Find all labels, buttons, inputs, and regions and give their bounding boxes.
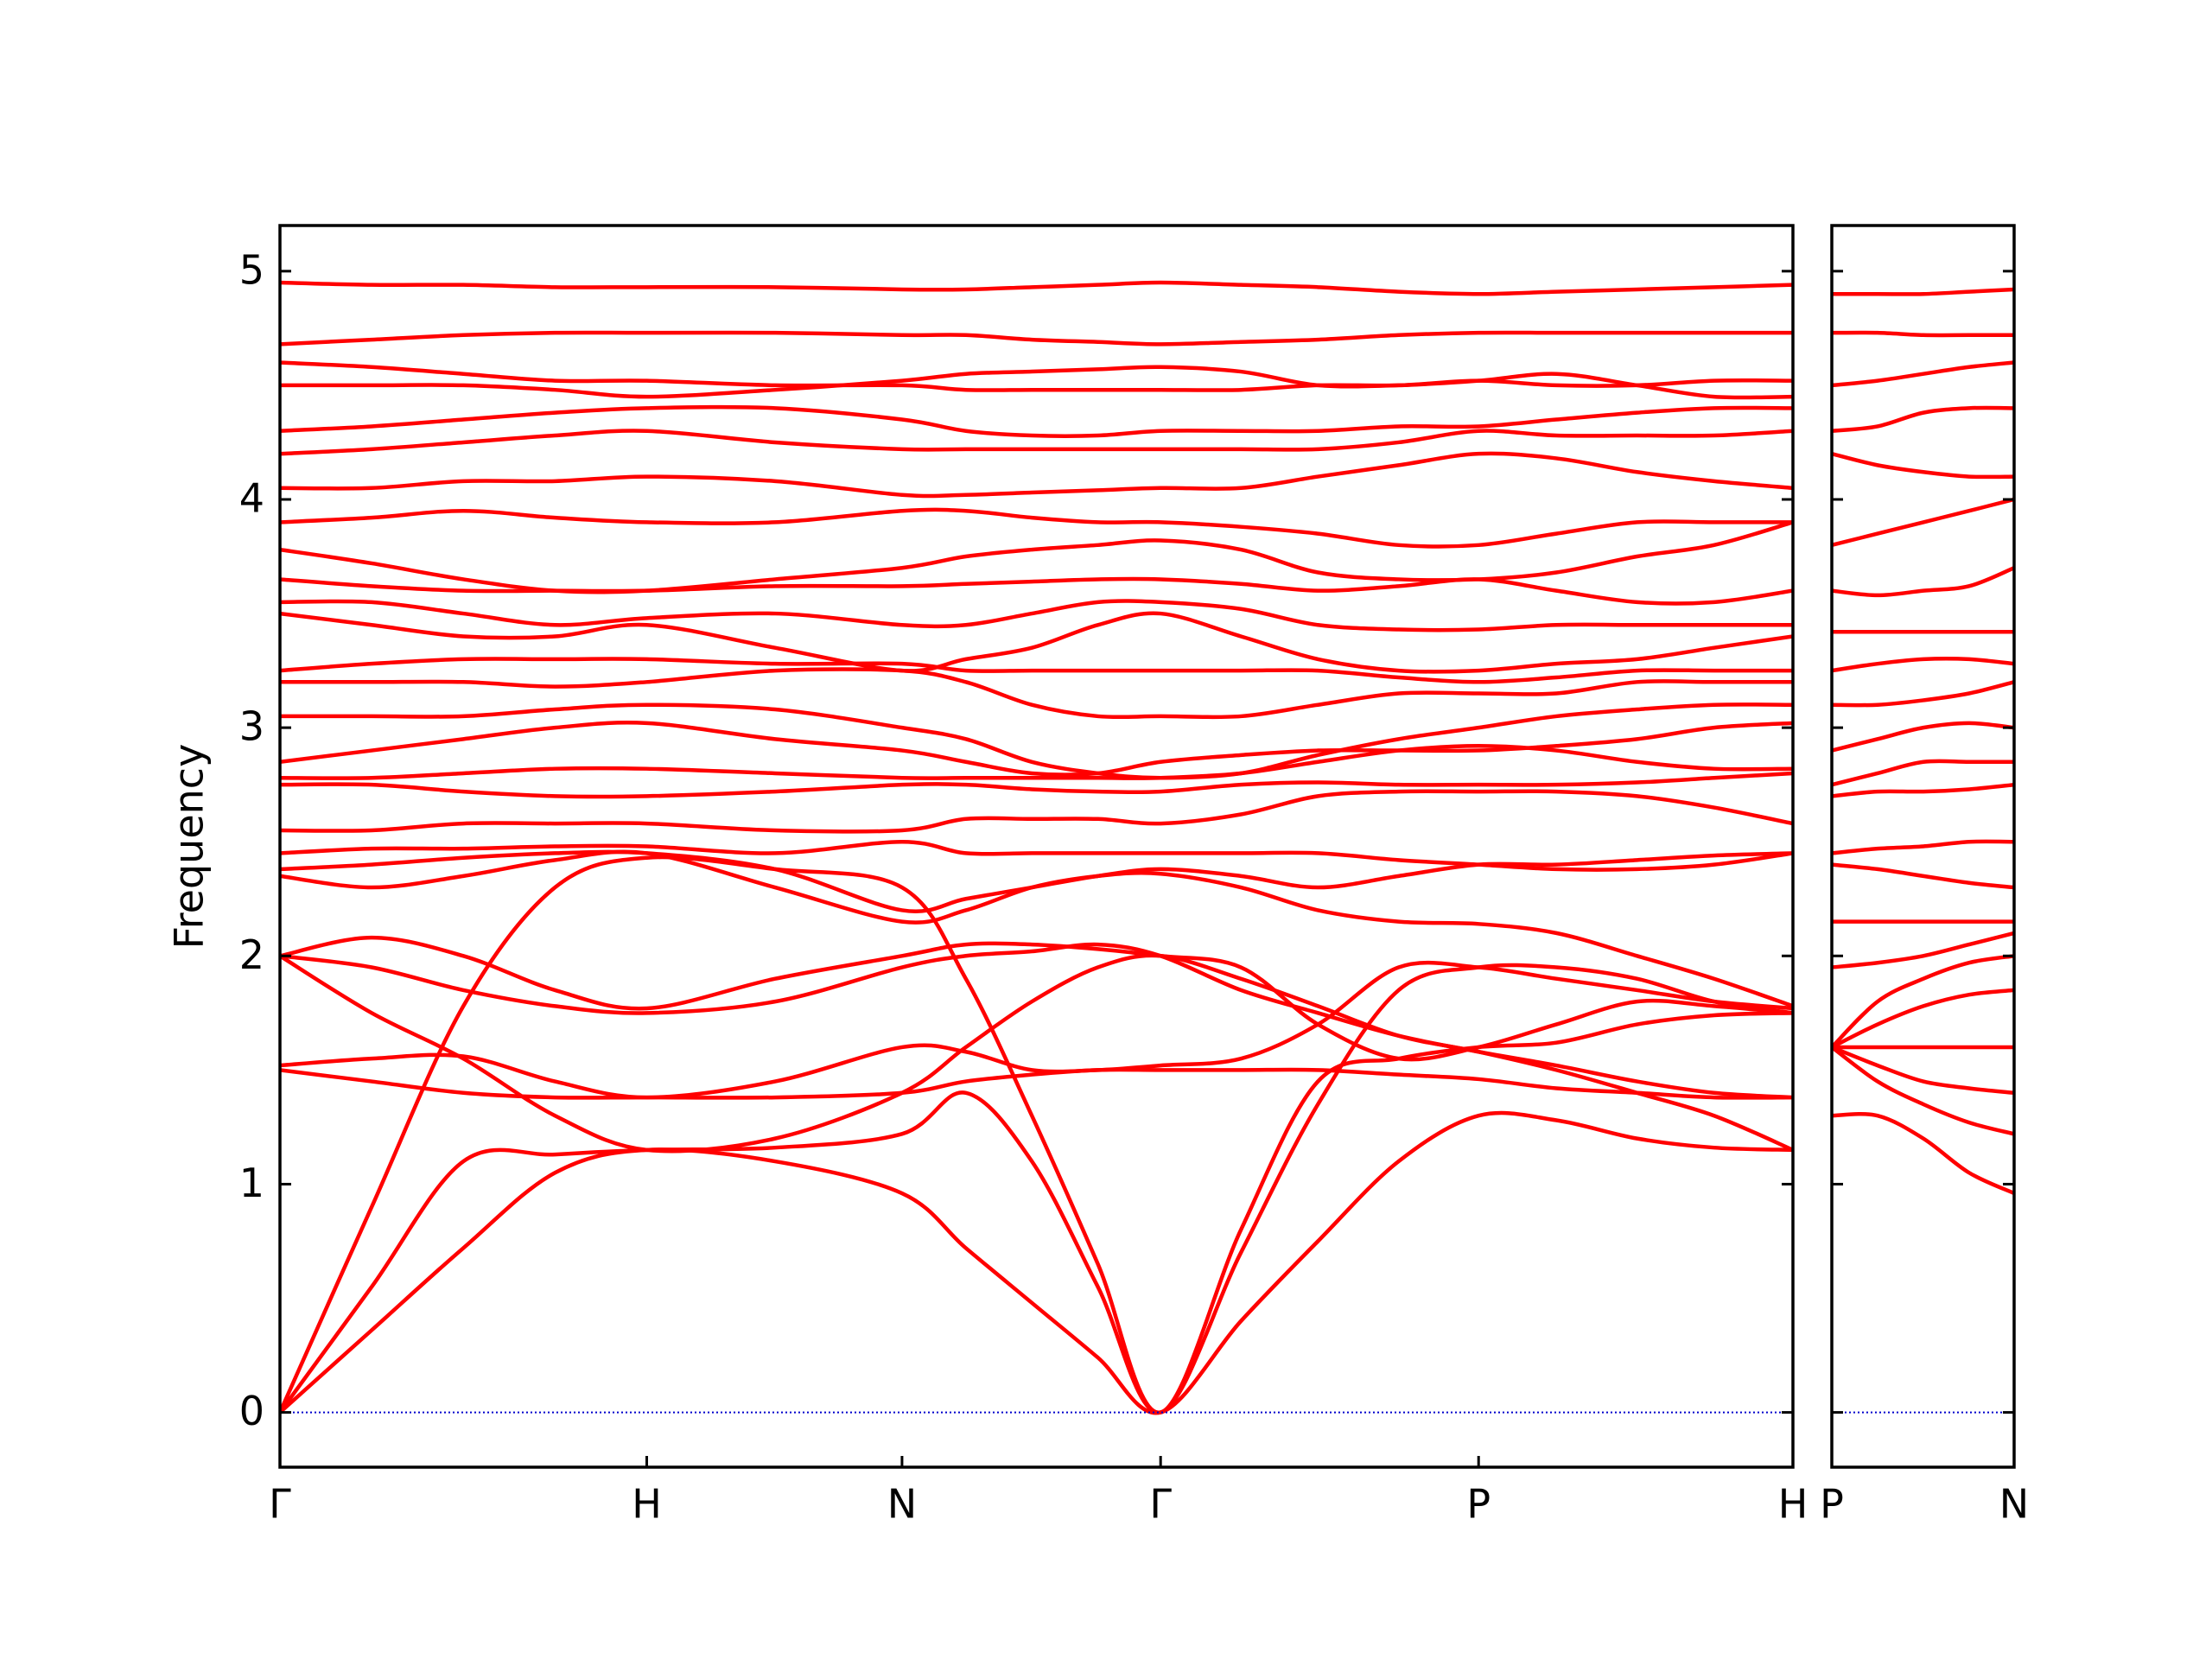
band-line	[280, 935, 1793, 1062]
band-line	[280, 404, 1793, 438]
band-line	[280, 744, 1793, 780]
band-line	[1832, 680, 2014, 708]
band-line	[1832, 497, 2014, 547]
band-line	[280, 839, 1793, 872]
band-line	[280, 429, 1793, 456]
band-line	[280, 599, 1793, 632]
band-line	[1832, 759, 2014, 787]
band-line	[280, 507, 1793, 549]
x-tick-label: H	[632, 1481, 662, 1528]
band-line	[280, 365, 1793, 400]
band-line	[280, 451, 1793, 499]
x-tick-label: N	[1999, 1481, 2029, 1528]
band-line	[1832, 360, 2014, 388]
band-line	[1832, 1046, 2014, 1136]
band-line	[1832, 988, 2014, 1049]
band-line	[280, 942, 1793, 1100]
y-tick-label: 0	[239, 1388, 264, 1434]
band-line	[1832, 1112, 2014, 1196]
y-tick-label: 2	[239, 931, 264, 978]
band-line	[280, 721, 1793, 777]
band-line	[1832, 1045, 2014, 1096]
band-line	[280, 771, 1793, 799]
x-tick-label: Γ	[269, 1481, 291, 1528]
x-tick-label: P	[1466, 1481, 1491, 1528]
y-tick-label: 1	[239, 1160, 264, 1206]
band-line	[1832, 954, 2014, 1049]
band-line	[280, 360, 1793, 392]
band-line	[280, 963, 1793, 1414]
band-line	[1832, 566, 2014, 598]
band-line	[280, 855, 1793, 1414]
band-line	[1832, 287, 2014, 296]
band-line	[280, 849, 1793, 913]
x-tick-label: P	[1820, 1481, 1844, 1528]
band-line	[280, 330, 1793, 346]
x-tick-label: Γ	[1149, 1481, 1172, 1528]
band-line	[1832, 931, 2014, 969]
band-line	[1832, 405, 2014, 433]
band-line	[1832, 839, 2014, 855]
x-tick-label: H	[1778, 1481, 1808, 1528]
band-line	[280, 789, 1793, 834]
axes-frame	[1830, 224, 2016, 1469]
band-line	[280, 520, 1793, 594]
band-line	[1832, 330, 2014, 338]
band-line	[280, 960, 1793, 1100]
band-line	[280, 702, 1793, 780]
band-line	[280, 280, 1793, 296]
band-line	[280, 657, 1793, 684]
y-axis-label: Frequency	[166, 744, 213, 950]
plot-area	[280, 280, 1793, 1415]
axes-frame	[278, 224, 1795, 1469]
x-tick-label: N	[887, 1481, 917, 1528]
band-line	[1832, 451, 2014, 480]
band-line	[1832, 782, 2014, 798]
band-line	[280, 1110, 1793, 1415]
band-line	[1832, 656, 2014, 673]
band-line	[280, 611, 1793, 674]
y-tick-label: 3	[239, 703, 264, 750]
band-line	[1832, 862, 2014, 890]
plot-area	[1832, 287, 2014, 1414]
band-line	[280, 953, 1793, 1154]
y-tick-label: 4	[239, 474, 264, 521]
y-tick-label: 5	[239, 246, 264, 293]
band-line	[280, 667, 1793, 720]
band-line	[1832, 721, 2014, 753]
